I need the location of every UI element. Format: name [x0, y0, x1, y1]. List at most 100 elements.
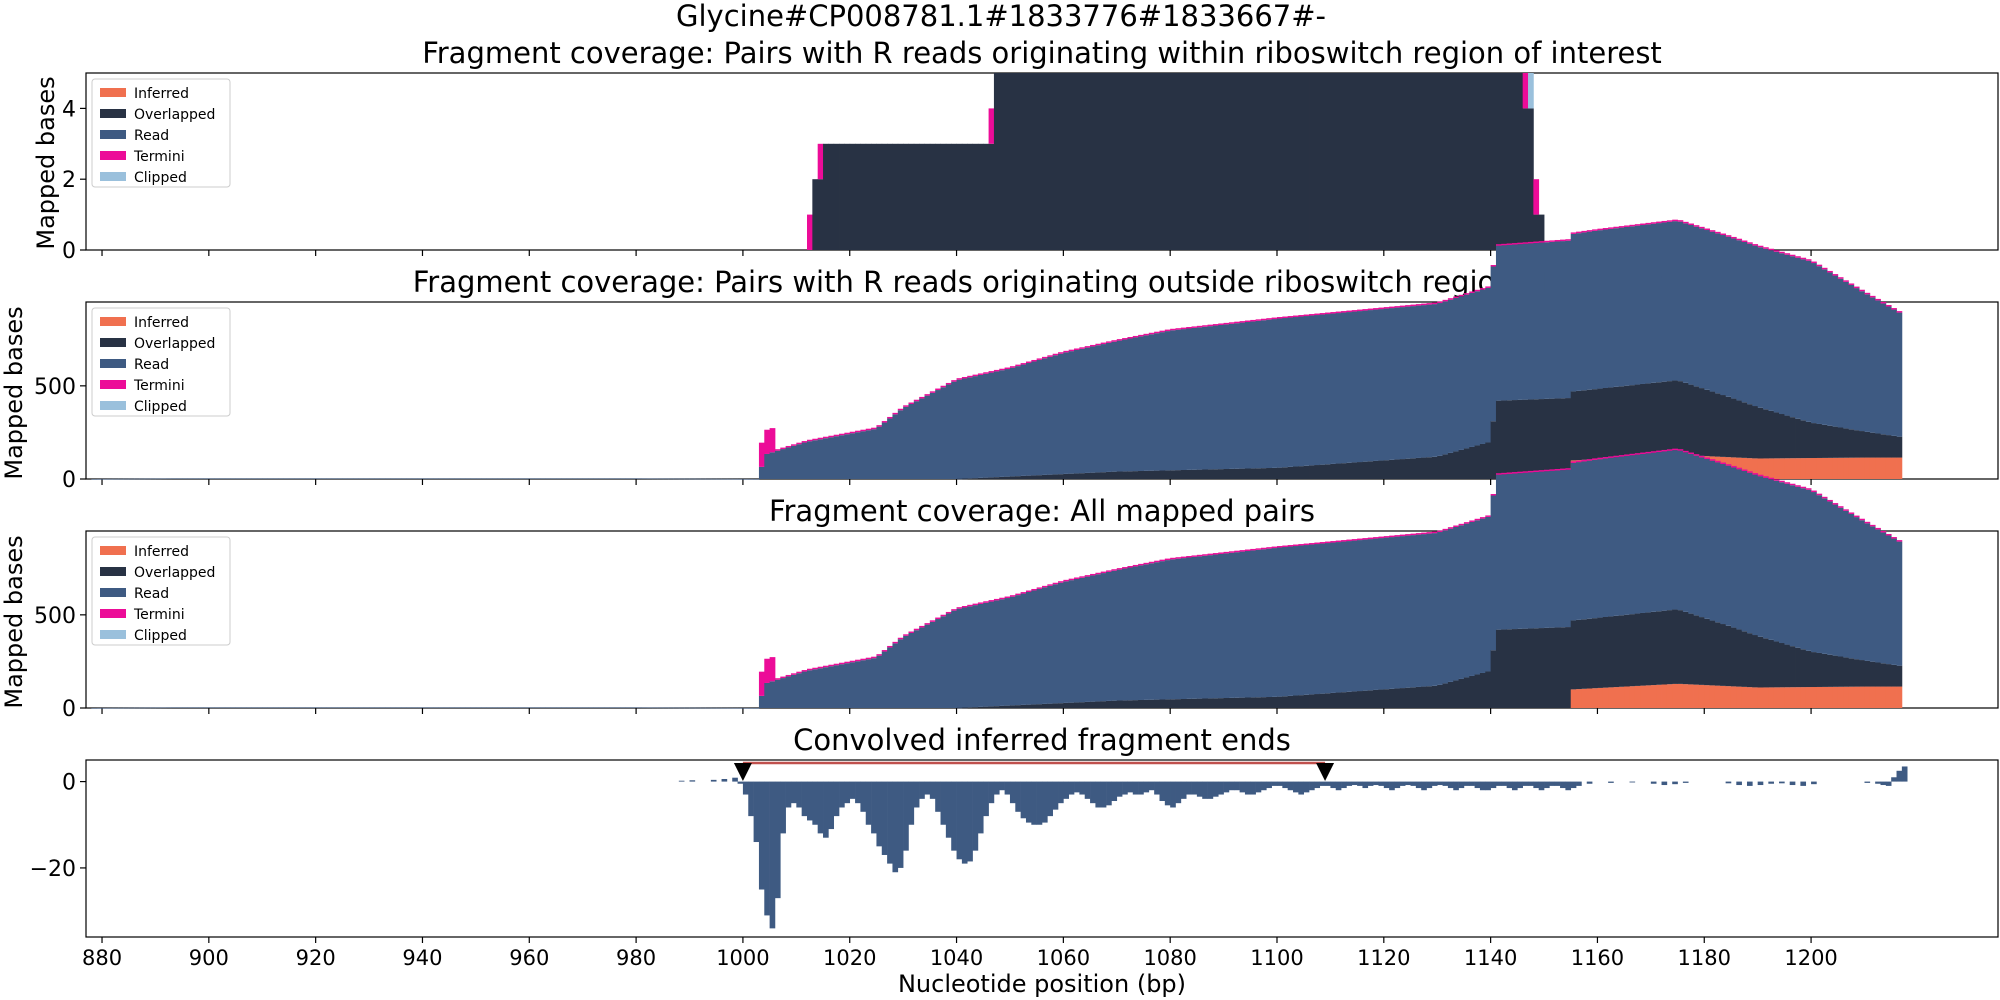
coverage-bar-overlapped: [1426, 686, 1433, 708]
coverage-bar-overlapped: [913, 143, 920, 250]
coverage-bar-read: [769, 452, 776, 479]
convolved-bar: [1437, 781, 1443, 786]
convolved-bar: [1485, 781, 1491, 791]
coverage-bar-termini: [769, 428, 776, 453]
coverage-bar-read: [203, 478, 210, 480]
coverage-bar-overlapped: [1367, 461, 1374, 479]
coverage-bar-overlapped: [1405, 458, 1411, 479]
coverage-bar-read: [433, 707, 439, 709]
coverage-bar-termini: [1154, 331, 1160, 334]
coverage-bar-read: [753, 707, 760, 709]
coverage-bar-overlapped: [1341, 692, 1347, 708]
coverage-bar-inferred: [1688, 684, 1694, 708]
coverage-bar-read: [1757, 476, 1764, 637]
coverage-bar-overlapped: [1650, 611, 1657, 686]
convolved-bar: [812, 781, 818, 825]
coverage-bar-overlapped: [1816, 423, 1823, 458]
coverage-bar-read: [646, 707, 653, 709]
coverage-bar-read: [790, 445, 797, 479]
convolved-bar: [1394, 781, 1401, 789]
coverage-bar-termini: [1511, 472, 1518, 474]
coverage-bar-read: [630, 707, 637, 709]
coverage-bar-read: [1453, 526, 1459, 681]
coverage-bar-read: [1837, 278, 1844, 428]
coverage-bar-overlapped: [1629, 385, 1636, 458]
convolved-bar: [1309, 781, 1315, 791]
coverage-bar-read: [1068, 351, 1075, 474]
coverage-bar-overlapped: [1837, 427, 1844, 458]
coverage-bar-overlapped: [1250, 73, 1257, 250]
coverage-bar-overlapped: [1373, 73, 1379, 250]
coverage-bar-read: [539, 478, 546, 480]
coverage-bar-overlapped: [1634, 384, 1641, 457]
coverage-bar-inferred: [1752, 687, 1759, 708]
coverage-bar-overlapped: [1458, 73, 1465, 250]
coverage-bar-overlapped: [1517, 628, 1524, 708]
coverage-bar-overlapped: [1063, 73, 1070, 250]
coverage-bar-inferred: [1779, 458, 1785, 479]
coverage-bar-read: [337, 478, 343, 480]
y-tick-label: 0: [62, 468, 76, 493]
coverage-bar-termini: [1581, 459, 1588, 462]
coverage-bar-overlapped: [961, 143, 968, 250]
coverage-bar-termini: [1047, 355, 1054, 357]
coverage-bar-read: [224, 707, 231, 709]
coverage-bar-read: [486, 478, 493, 480]
coverage-bar-read: [614, 478, 621, 480]
legend-label-overlapped: Overlapped: [134, 565, 215, 581]
coverage-bar-termini: [1362, 538, 1369, 540]
coverage-bar-termini: [1853, 286, 1860, 289]
coverage-bar-termini: [1116, 339, 1123, 341]
convolved-bar: [1405, 781, 1411, 786]
coverage-bar-overlapped: [1009, 476, 1016, 479]
coverage-bar-overlapped: [1698, 388, 1705, 456]
coverage-bar-inferred: [1848, 686, 1855, 708]
coverage-bar-read: [401, 707, 407, 709]
coverage-bar-read: [1469, 521, 1476, 676]
coverage-bar-inferred: [1714, 685, 1721, 708]
coverage-bar-read: [641, 478, 648, 480]
convolved-bar: [1554, 781, 1561, 786]
convolved-bar: [1875, 781, 1881, 784]
coverage-bar-overlapped: [1319, 693, 1326, 708]
coverage-bar-read: [214, 707, 220, 709]
coverage-bar-termini: [1351, 539, 1358, 541]
coverage-bar-termini: [1528, 470, 1534, 473]
coverage-bar-termini: [1896, 540, 1903, 542]
coverage-bar-overlapped: [1522, 399, 1529, 479]
coverage-bar-read: [684, 478, 690, 480]
coverage-bar-read: [1383, 537, 1390, 690]
coverage-bar-overlapped: [1725, 625, 1732, 687]
coverage-bar-read: [417, 478, 423, 480]
coverage-bar-overlapped: [1314, 694, 1321, 708]
coverage-bar-read: [1624, 226, 1630, 386]
coverage-bar-overlapped: [903, 143, 909, 250]
convolved-bar: [1736, 781, 1742, 786]
coverage-bar-overlapped: [1346, 462, 1353, 479]
coverage-bar-inferred: [1773, 687, 1780, 708]
coverage-bar-termini: [1095, 572, 1102, 575]
coverage-bar-overlapped: [1228, 697, 1235, 708]
coverage-bar-termini: [839, 662, 845, 665]
coverage-bar-overlapped: [1779, 643, 1785, 688]
coverage-bar-read: [465, 478, 471, 480]
coverage-bar-read: [577, 478, 584, 480]
coverage-bar-read: [390, 707, 397, 709]
coverage-bar-overlapped: [1293, 73, 1299, 250]
coverage-bar-termini: [1159, 330, 1166, 333]
convolved-bar: [1319, 781, 1326, 786]
coverage-bar-overlapped: [1544, 398, 1550, 479]
coverage-bar-overlapped: [1266, 468, 1273, 479]
coverage-bar-overlapped: [1421, 457, 1427, 479]
convolved-bar: [945, 781, 952, 838]
coverage-bar-termini: [1127, 565, 1134, 568]
coverage-bar-read: [1560, 241, 1566, 399]
coverage-bar-overlapped: [1239, 73, 1246, 250]
coverage-bar-read: [1629, 226, 1636, 386]
convolved-bar: [1052, 781, 1059, 810]
coverage-bar-read: [1052, 355, 1059, 475]
coverage-bar-read: [673, 478, 680, 480]
coverage-bar-read: [406, 478, 413, 480]
coverage-bar-overlapped: [1474, 674, 1481, 708]
coverage-bar-read: [1768, 479, 1775, 640]
